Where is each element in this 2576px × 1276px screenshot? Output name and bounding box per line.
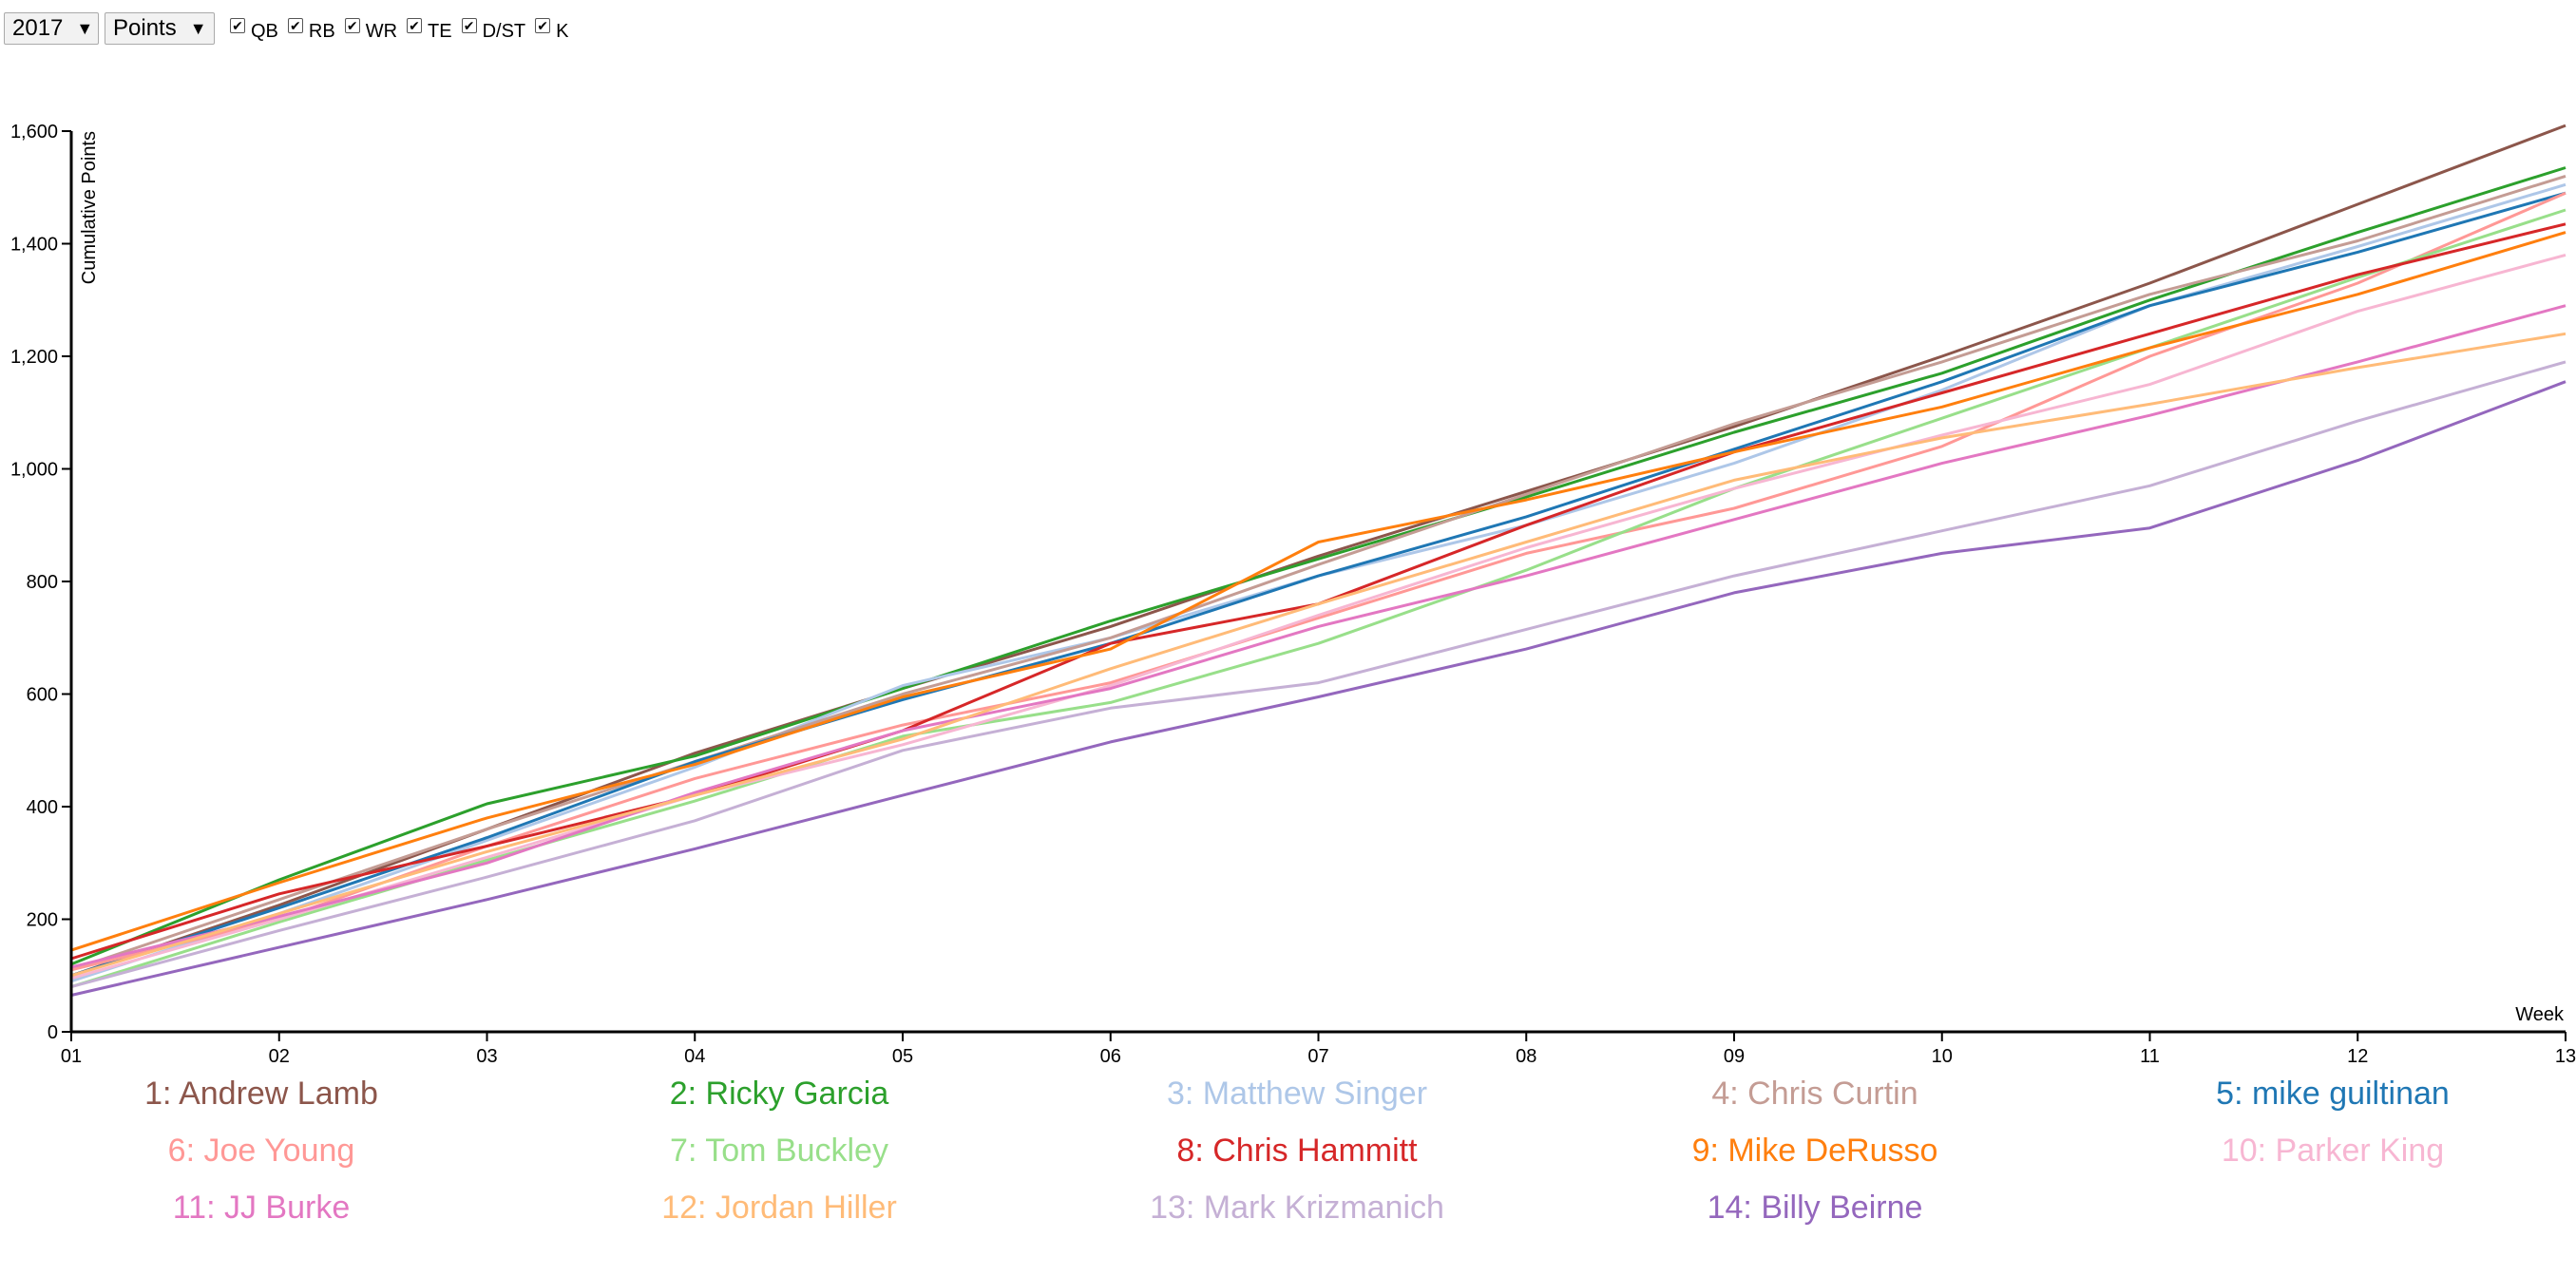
x-axis-title: Week	[2515, 1004, 2565, 1025]
legend-item-2[interactable]: 2: Ricky Garcia	[669, 1076, 889, 1112]
y-tick-label: 1,000	[10, 460, 58, 481]
series-layer	[70, 124, 2566, 997]
checkbox-check-icon[interactable]: ✔	[461, 18, 477, 33]
legend-item-11[interactable]: 11: JJ Burke	[172, 1190, 351, 1226]
x-tick-label: 10	[1932, 1046, 1953, 1067]
x-tick-label: 09	[1724, 1046, 1745, 1067]
series-line-12[interactable]	[70, 332, 2566, 978]
position-checkbox-qb[interactable]: ✔ QB	[230, 12, 278, 45]
x-tick-label: 04	[684, 1046, 705, 1067]
metric-select-value: Points	[113, 15, 177, 41]
y-tick-label: 1,200	[10, 347, 58, 368]
metric-select[interactable]: Points ▼	[105, 12, 215, 45]
checkbox-check-icon[interactable]: ✔	[287, 18, 303, 33]
series-line-5[interactable]	[70, 191, 2566, 978]
y-tick-label: 0	[48, 1022, 58, 1043]
position-label: TE	[428, 21, 452, 42]
legend-item-7[interactable]: 7: Tom Buckley	[670, 1133, 888, 1169]
x-tick-label: 03	[476, 1046, 497, 1067]
x-tick-label: 12	[2347, 1046, 2368, 1067]
series-line-10[interactable]	[70, 253, 2566, 981]
year-select[interactable]: 2017 ▼	[4, 12, 99, 45]
legend-item-14[interactable]: 14: Billy Beirne	[1707, 1190, 1923, 1226]
y-tick-label: 600	[27, 685, 58, 706]
x-tick-label: 01	[61, 1046, 82, 1067]
position-checkbox-rb[interactable]: ✔ RB	[287, 12, 335, 45]
x-tick-label: 05	[892, 1046, 913, 1067]
dropdown-arrow-icon: ▼	[189, 18, 207, 38]
dropdown-arrow-icon: ▼	[76, 18, 94, 38]
position-label: D/ST	[482, 21, 526, 42]
y-tick-label: 800	[27, 572, 58, 593]
legend-item-8[interactable]: 8: Chris Hammitt	[1176, 1133, 1418, 1169]
y-tick-label: 1,400	[10, 235, 58, 256]
legend-item-9[interactable]: 9: Mike DeRusso	[1691, 1133, 1938, 1169]
year-select-value: 2017	[12, 15, 64, 41]
legend-item-13[interactable]: 13: Mark Krizmanich	[1150, 1190, 1444, 1226]
series-line-11[interactable]	[70, 304, 2566, 969]
position-label: QB	[251, 21, 278, 42]
legend-item-3[interactable]: 3: Matthew Singer	[1166, 1076, 1428, 1112]
x-tick-label: 02	[269, 1046, 290, 1067]
x-tick-label: 06	[1100, 1046, 1121, 1067]
x-tick-label: 13	[2555, 1046, 2576, 1067]
controls-bar: 2017 ▼ Points ▼ ✔ QB ✔ RB ✔ WR ✔ TE ✔ D/…	[4, 10, 569, 48]
checkbox-check-icon[interactable]: ✔	[230, 18, 245, 33]
series-line-2[interactable]	[70, 166, 2566, 966]
series-line-14[interactable]	[70, 380, 2566, 997]
position-checkbox-dst[interactable]: ✔ D/ST	[461, 12, 526, 45]
series-line-6[interactable]	[70, 191, 2566, 972]
legend-item-4[interactable]: 4: Chris Curtin	[1711, 1076, 1918, 1112]
y-tick-label: 400	[27, 797, 58, 818]
legend-item-10[interactable]: 10: Parker King	[2221, 1133, 2445, 1169]
position-checkbox-wr[interactable]: ✔ WR	[344, 12, 398, 45]
series-line-9[interactable]	[70, 231, 2566, 952]
y-axis-title: Cumulative Points	[79, 131, 100, 284]
position-label: RB	[308, 21, 335, 42]
legend-item-6[interactable]: 6: Joe Young	[167, 1133, 355, 1169]
checkbox-check-icon[interactable]: ✔	[344, 18, 360, 33]
position-label: WR	[365, 21, 398, 42]
position-label: K	[556, 21, 569, 42]
checkbox-check-icon[interactable]: ✔	[407, 18, 423, 33]
legend-item-12[interactable]: 12: Jordan Hiller	[661, 1190, 897, 1226]
ticks-layer: 01 02 03 04 05 06 07 08 09 10 11 12 13 0 200 400 600 800 1…	[10, 122, 2576, 1067]
x-tick-label: 07	[1307, 1046, 1328, 1067]
checkbox-check-icon[interactable]: ✔	[535, 18, 551, 33]
position-checkbox-te[interactable]: ✔ TE	[407, 12, 452, 45]
series-line-4[interactable]	[70, 174, 2566, 972]
series-line-1[interactable]	[70, 124, 2566, 978]
legend-item-1[interactable]: 1: Andrew Lamb	[144, 1076, 378, 1112]
series-line-13[interactable]	[70, 360, 2566, 989]
y-tick-label: 1,600	[10, 122, 58, 143]
x-tick-label: 08	[1516, 1046, 1536, 1067]
legend-item-5[interactable]: 5: mike guiltinan	[2216, 1076, 2450, 1112]
x-tick-label: 11	[2140, 1046, 2160, 1067]
position-checkbox-k[interactable]: ✔ K	[535, 12, 569, 45]
y-tick-label: 200	[27, 910, 58, 931]
